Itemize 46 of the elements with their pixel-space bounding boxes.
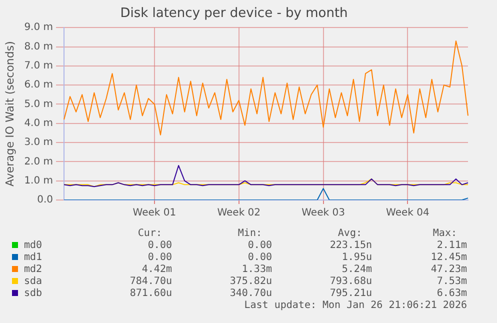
- text: 340.70u: [228, 288, 272, 300]
- text: 4.42m: [140, 264, 172, 276]
- text: 7.53m: [436, 276, 467, 288]
- text: 1.95u: [340, 252, 372, 264]
- y-tick-label: 1.0 m: [24, 175, 54, 186]
- y-tick-label: 7.0 m: [24, 60, 54, 72]
- text: 784.70u: [128, 276, 172, 288]
- legend-label: md1: [23, 252, 44, 264]
- text: Avg:: [336, 228, 363, 240]
- legend-label: sdb: [23, 288, 44, 300]
- x-tick-label: Week 01: [132, 208, 176, 219]
- text: Cur:: [136, 228, 163, 240]
- text: 2.11m: [436, 240, 467, 252]
- legend-label: md2: [23, 264, 44, 276]
- text: 47.23m: [430, 264, 467, 276]
- y-tick-label: 8.0 m: [24, 41, 54, 52]
- x-tick-label: Week 02: [217, 208, 261, 219]
- text: 0.00: [146, 252, 172, 264]
- text: 793.68u: [328, 276, 372, 288]
- text: 871.60u: [128, 288, 172, 300]
- y-tick-label: 9.0 m: [24, 22, 54, 34]
- y-tick-label: 6.0 m: [24, 80, 54, 91]
- y-tick-label: 3.0 m: [24, 137, 54, 148]
- text: 0.00: [146, 240, 172, 252]
- text: 5.24m: [340, 264, 372, 276]
- legend-label: sda: [23, 276, 44, 288]
- text: 12.45m: [430, 252, 467, 264]
- x-tick-label: Week 04: [386, 208, 430, 219]
- text: Last update: Mon Jan 26 21:06:21 2026: [243, 300, 467, 312]
- y-tick-label: 4.0 m: [24, 118, 54, 129]
- text: 1.33m: [240, 264, 272, 276]
- text: Min:: [236, 228, 263, 240]
- text: Max:: [432, 228, 458, 240]
- y-tick-label: 0.0: [37, 194, 54, 206]
- x-tick-label: Week 03: [302, 208, 345, 219]
- y-tick-label: 5.0 m: [24, 98, 54, 110]
- y-axis-title: Average IO Wait (seconds): [3, 41, 16, 186]
- legend-label: md0: [23, 240, 44, 252]
- text: 223.15n: [328, 240, 372, 252]
- chart-title: Disk latency per device - by month: [120, 6, 348, 22]
- text: 0.00: [246, 240, 272, 252]
- text: 375.82u: [228, 276, 272, 288]
- y-tick-label: 2.0 m: [24, 156, 54, 168]
- text: 0.00: [246, 252, 272, 264]
- text: 6.63m: [436, 288, 467, 300]
- text: 795.21u: [328, 288, 372, 300]
